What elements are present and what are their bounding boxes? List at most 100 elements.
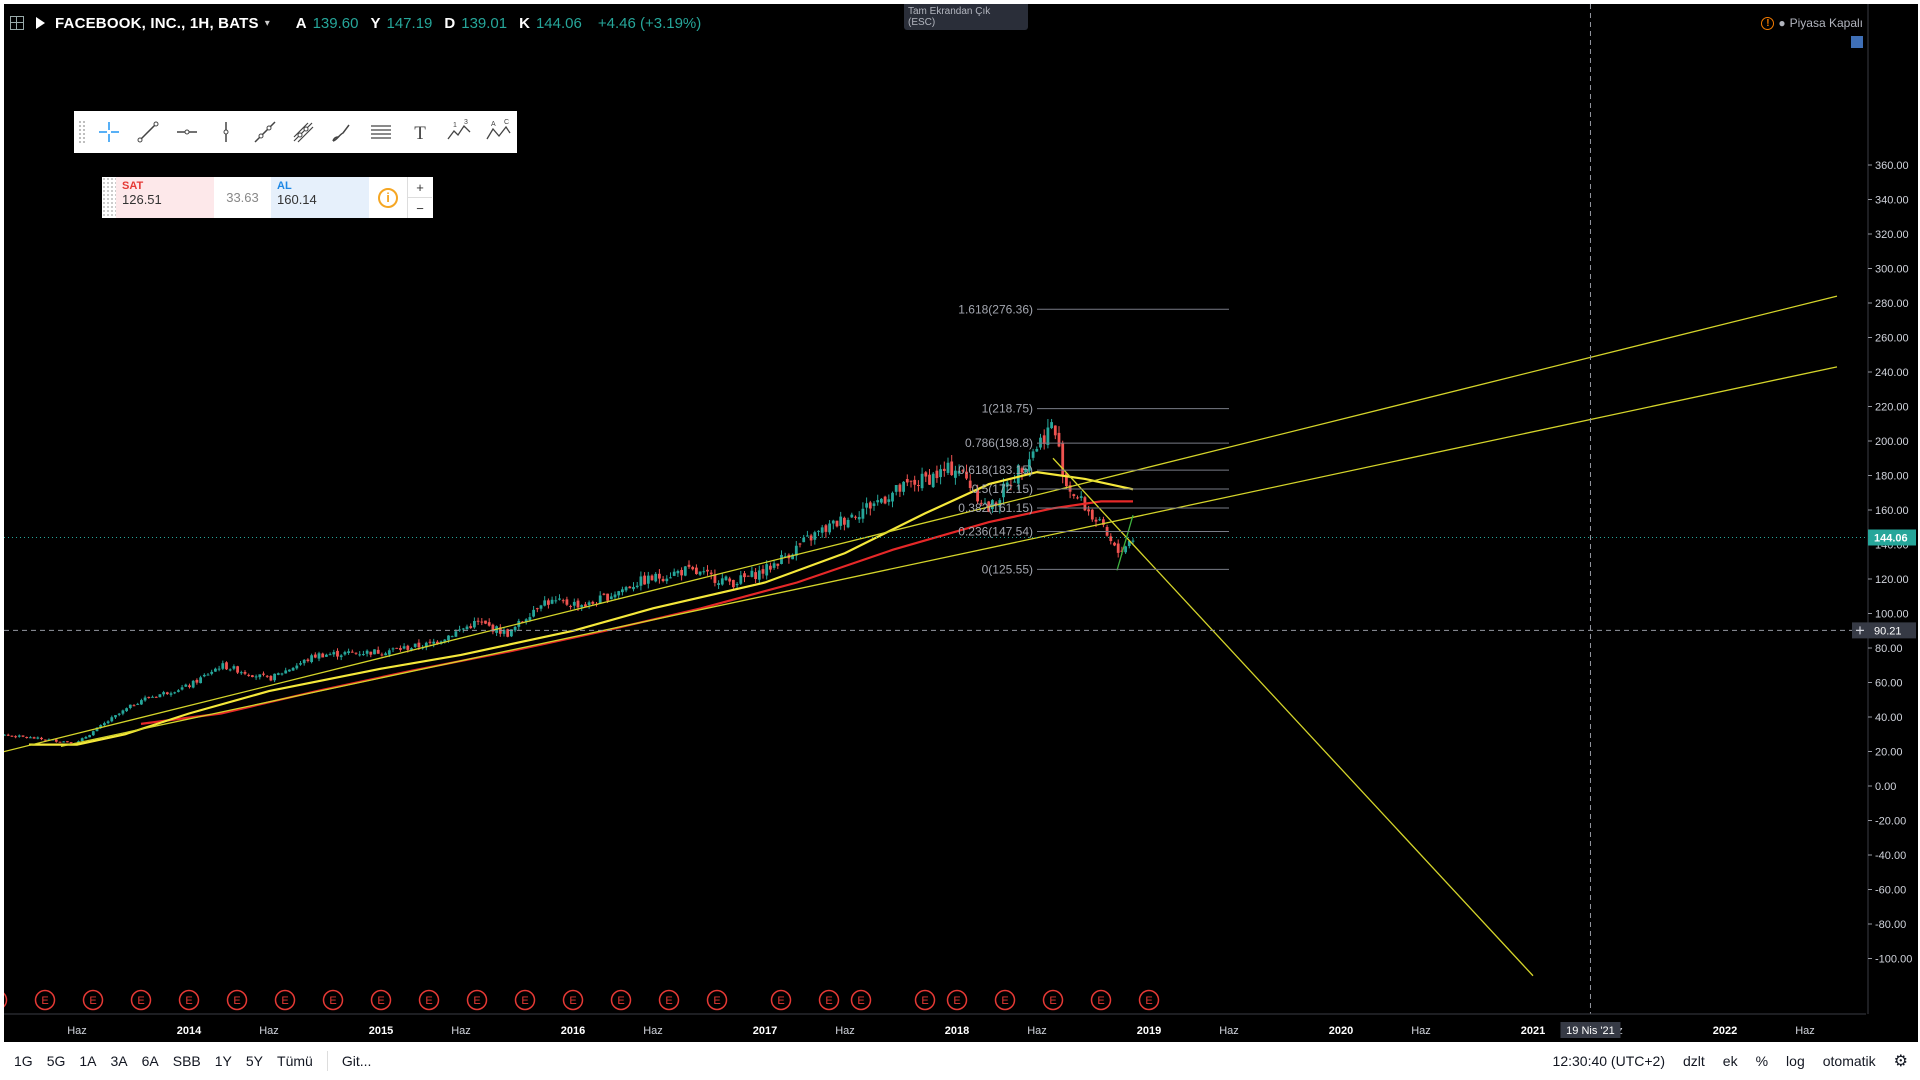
candle-body xyxy=(325,654,328,657)
clock-timezone[interactable]: 12:30:40 (UTC+2) xyxy=(1552,1053,1665,1069)
candle-body xyxy=(654,573,658,582)
candle-body xyxy=(769,565,772,570)
price-axis-label: 360.00 xyxy=(1875,160,1909,172)
candle-body xyxy=(1113,542,1116,546)
trend-line xyxy=(1052,457,1534,977)
log-scale-toggle[interactable]: log xyxy=(1786,1053,1805,1069)
gear-icon[interactable]: ⚙ xyxy=(1893,1053,1908,1070)
order-info-button[interactable]: i xyxy=(369,177,407,218)
candle-body xyxy=(32,737,36,739)
timeframe-5y[interactable]: 5Y xyxy=(245,1053,264,1069)
increase-button[interactable]: + xyxy=(408,177,432,198)
market-status[interactable]: ! ● Piyasa Kapalı xyxy=(1761,16,1863,30)
time-axis-label: 2020 xyxy=(1329,1025,1353,1037)
candle-body xyxy=(831,520,835,524)
earnings-marker-label: E xyxy=(857,995,864,1007)
vertical-line-icon[interactable] xyxy=(206,112,245,152)
candle-body xyxy=(321,653,325,658)
order-panel-grip-icon[interactable] xyxy=(102,177,116,218)
decrease-button[interactable]: − xyxy=(416,200,424,216)
chart-area[interactable]: 1.618(276.36) 1(218.75) 0.786(198.8) 0.618(… xyxy=(4,4,1918,1042)
timeframe-sbb[interactable]: SBB xyxy=(172,1053,201,1069)
crosshair-icon[interactable] xyxy=(90,112,129,152)
adjust-toggle[interactable]: dzlt xyxy=(1683,1053,1705,1069)
earnings-marker-icon xyxy=(946,989,968,1011)
candle-body xyxy=(650,575,654,581)
candle-body xyxy=(1076,497,1079,499)
candle-body xyxy=(872,503,876,506)
candle-body xyxy=(406,645,410,650)
price-axis-label: 280.00 xyxy=(1875,298,1909,310)
candle-body xyxy=(1013,481,1016,483)
earnings-marker-label: E xyxy=(921,995,928,1007)
exit-fullscreen-button[interactable]: Tam Ekrandan Çık (ESC) xyxy=(904,4,1028,30)
candle-body xyxy=(1061,443,1065,476)
timeframe-6a[interactable]: 6A xyxy=(141,1053,159,1069)
auto-scale-toggle[interactable]: otomatik xyxy=(1822,1053,1876,1069)
percent-scale-toggle[interactable]: % xyxy=(1755,1053,1769,1069)
candle-body xyxy=(580,605,584,608)
fib-retracement-icon[interactable] xyxy=(362,112,401,152)
timeframe-all[interactable]: Tümü xyxy=(277,1053,313,1069)
ohlc-close-value: 144.06 xyxy=(535,14,582,32)
text-tool-icon[interactable]: T xyxy=(401,112,440,152)
candle-body xyxy=(350,651,354,653)
candle-body xyxy=(43,739,47,741)
candle-body xyxy=(743,573,746,578)
timeframe-3a[interactable]: 3A xyxy=(110,1053,128,1069)
candle-body xyxy=(91,731,95,736)
candle-body xyxy=(428,641,432,643)
sell-button[interactable]: SAT 126.51 xyxy=(116,177,214,218)
extended-hours-toggle[interactable]: ek xyxy=(1722,1053,1738,1069)
candle-body xyxy=(317,653,321,659)
candle-body xyxy=(854,516,857,518)
candle-body xyxy=(247,674,251,676)
candle-body xyxy=(480,621,484,623)
candle-body xyxy=(265,675,269,677)
timeframe-1y[interactable]: 1Y xyxy=(214,1053,232,1069)
candle-body xyxy=(88,735,91,738)
candle-body xyxy=(632,586,635,590)
earnings-marker-icon xyxy=(34,989,56,1011)
svg-text:T: T xyxy=(414,123,426,144)
buy-price: 160.14 xyxy=(277,192,317,207)
toolbar-grip-icon[interactable] xyxy=(78,120,86,144)
goto-date-button[interactable]: Git... xyxy=(341,1053,372,1069)
pitchfork-icon[interactable] xyxy=(284,112,323,152)
candle-body xyxy=(672,571,676,576)
symbol-title[interactable]: FACEBOOK, INC., 1H, BATS xyxy=(55,14,259,32)
horizontal-ray-icon[interactable] xyxy=(167,112,206,152)
object-tree-icon[interactable] xyxy=(1851,36,1863,48)
timeframe-1a[interactable]: 1A xyxy=(79,1053,97,1069)
earnings-marker-icon xyxy=(914,989,936,1011)
earnings-marker-icon xyxy=(418,989,440,1011)
earnings-marker-label: E xyxy=(1049,995,1056,1007)
chart-settings-icon[interactable] xyxy=(10,16,24,30)
candle-body xyxy=(1020,468,1024,473)
brush-icon[interactable] xyxy=(323,112,362,152)
trend-line-icon[interactable] xyxy=(129,112,168,152)
earnings-marker-label: E xyxy=(137,995,144,1007)
timeframe-5g[interactable]: 5G xyxy=(46,1053,66,1069)
candle-body xyxy=(524,619,528,622)
candle-body xyxy=(1009,485,1013,487)
extended-line-icon[interactable] xyxy=(245,112,284,152)
candle-body xyxy=(543,600,547,606)
candle-body xyxy=(436,641,439,644)
timeframe-1g[interactable]: 1G xyxy=(14,1053,33,1069)
candle-body xyxy=(217,668,221,670)
candle-body xyxy=(691,567,695,570)
price-chart[interactable]: 1.618(276.36) 1(218.75) 0.786(198.8) 0.618(… xyxy=(4,4,1918,1042)
exit-fullscreen-shortcut: (ESC) xyxy=(908,17,936,28)
candle-body xyxy=(1002,483,1005,498)
candle-body xyxy=(532,609,535,617)
earnings-marker-icon xyxy=(82,989,104,1011)
earnings-marker-icon xyxy=(514,989,536,1011)
symbol-dropdown-caret-icon[interactable]: ▾ xyxy=(264,17,270,29)
candle-body xyxy=(946,462,950,473)
current-price-tag xyxy=(1868,529,1916,546)
buy-button[interactable]: AL 160.14 xyxy=(271,177,369,218)
crosshair-plus-icon xyxy=(1856,626,1864,635)
